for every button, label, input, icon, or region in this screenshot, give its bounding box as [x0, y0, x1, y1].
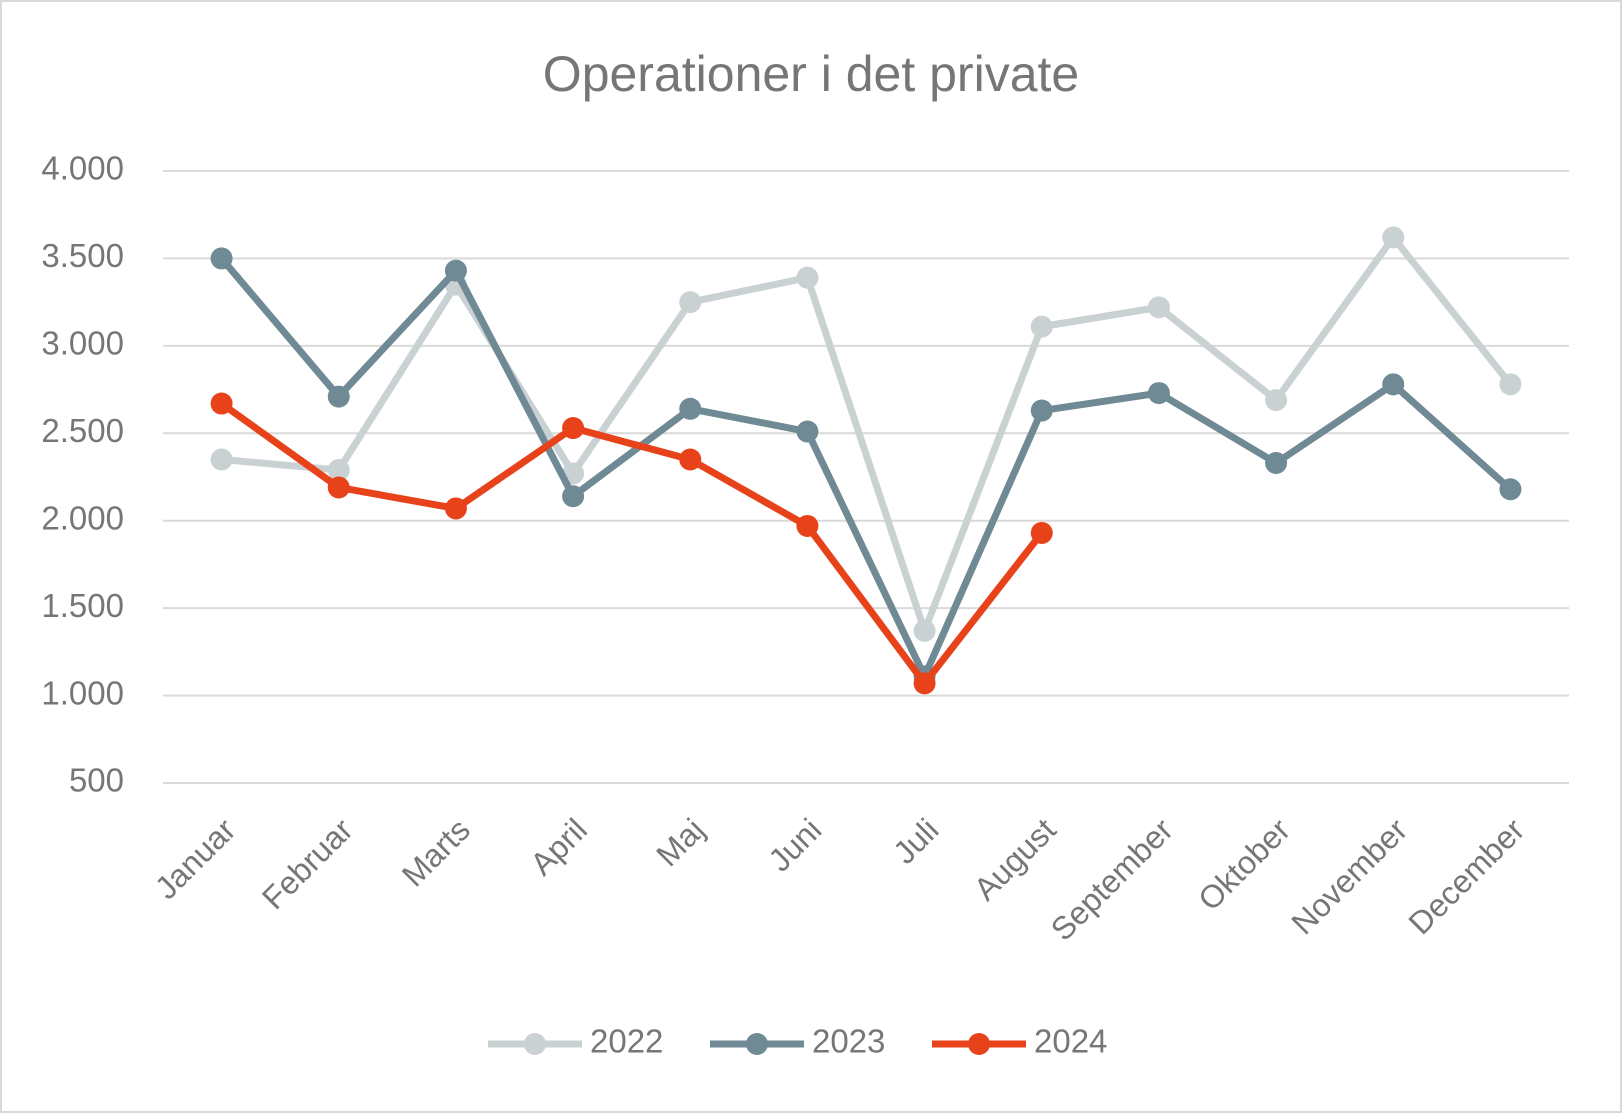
- legend-label: 2024: [1034, 1023, 1107, 1060]
- marker: [327, 476, 350, 499]
- legend-marker: [746, 1033, 768, 1055]
- legend-marker: [524, 1033, 546, 1055]
- marker: [1499, 478, 1522, 501]
- marker: [444, 497, 467, 520]
- series-line: [218, 256, 1513, 680]
- marker: [1030, 521, 1053, 544]
- y-tick-label: 1.000: [41, 674, 124, 711]
- marker: [562, 485, 585, 508]
- marker: [1147, 382, 1170, 405]
- legend-label: 2023: [812, 1023, 885, 1060]
- marker: [796, 514, 819, 537]
- marker: [1382, 226, 1405, 249]
- marker: [796, 266, 819, 289]
- marker: [1030, 399, 1053, 422]
- marker: [1147, 296, 1170, 319]
- marker: [679, 448, 702, 471]
- marker: [562, 417, 585, 440]
- y-tick-label: 1.500: [41, 587, 124, 624]
- marker: [327, 385, 350, 408]
- marker: [1030, 315, 1053, 338]
- legend-marker: [968, 1033, 990, 1055]
- y-tick-label: 500: [69, 762, 124, 799]
- y-tick-label: 2.000: [41, 499, 124, 536]
- chart-title: Operationer i det private: [543, 46, 1079, 102]
- y-tick-label: 4.000: [41, 150, 124, 187]
- legend-label: 2022: [590, 1023, 663, 1060]
- y-tick-label: 2.500: [41, 412, 124, 449]
- marker: [210, 392, 233, 415]
- marker: [679, 397, 702, 420]
- series-line: [219, 400, 1045, 687]
- y-tick-label: 3.500: [41, 237, 124, 274]
- marker: [1499, 373, 1522, 396]
- marker: [444, 259, 467, 282]
- marker: [1265, 389, 1288, 412]
- marker: [1382, 373, 1405, 396]
- marker: [913, 619, 936, 642]
- marker: [210, 448, 233, 471]
- marker: [796, 420, 819, 443]
- series-line: [221, 233, 1514, 635]
- marker: [913, 672, 936, 695]
- marker: [210, 247, 233, 270]
- y-tick-label: 3.000: [41, 325, 124, 362]
- marker: [679, 291, 702, 314]
- marker: [327, 459, 350, 482]
- marker: [1265, 452, 1288, 475]
